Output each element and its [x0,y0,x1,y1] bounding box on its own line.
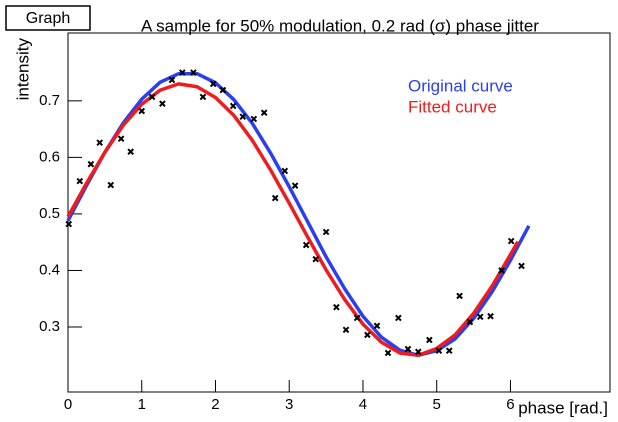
curve [66,82,520,358]
y-tick-label: 0.4 [39,261,60,278]
x-axis-label: phase [rad.] [518,398,608,417]
data-point [239,113,247,120]
data-point [395,314,402,322]
data-point [498,267,505,274]
data-point [518,262,525,270]
data-point [260,109,268,117]
data-point [456,292,463,300]
data-point [148,93,156,101]
data-point [87,160,95,168]
data-point [507,237,515,245]
x-tick-label: 0 [64,396,72,413]
y-axis-label: intensity [13,38,32,101]
data-point [373,322,381,330]
data-point [302,241,310,249]
data-point [209,80,217,88]
data-point [445,347,453,355]
data-point [384,349,392,357]
data-point [229,102,237,110]
data-point [250,115,258,123]
data-point [138,107,146,115]
data-point [312,255,320,263]
data-point [476,313,484,321]
data-point [117,135,125,143]
data-point [364,331,371,339]
data-point [291,182,299,189]
data-point [322,228,330,236]
data-point [404,345,412,353]
data-point [199,93,207,101]
y-tick-label: 0.6 [39,148,60,165]
data-point [487,312,494,320]
x-tick-label: 4 [359,396,367,413]
data-point [190,69,197,76]
x-tick-label: 5 [433,396,441,413]
legend-entry: Fitted curve [408,97,497,116]
legend-entry: Original curve [408,76,513,95]
data-point [466,318,474,326]
data-point [281,167,289,175]
x-tick-label: 6 [506,396,514,413]
data-point [271,194,279,202]
data-point [168,76,176,84]
y-tick-label: 0.3 [39,318,60,335]
data-point [76,177,84,185]
data-point [65,220,73,228]
graph-label: Graph [26,10,70,27]
curve [66,71,531,358]
plot-frame [67,32,611,393]
data-point [414,348,422,356]
graph-label-box [5,5,91,31]
y-tick-label: 0.7 [39,92,60,109]
y-tick-label: 0.5 [39,205,60,222]
data-point [219,86,227,94]
data-point [353,314,361,322]
data-point [435,347,443,355]
chart-title: A sample for 50% modulation, 0.2 rad (σ)… [141,16,539,35]
data-point [178,69,186,76]
x-tick-label: 1 [138,396,146,413]
data-point [107,181,115,189]
data-point [159,100,166,107]
x-tick-label: 2 [211,396,219,413]
data-point [342,326,350,334]
data-point [426,336,433,344]
data-point [96,139,104,146]
x-tick-label: 3 [285,396,293,413]
data-point [127,148,134,156]
data-point [333,303,340,311]
